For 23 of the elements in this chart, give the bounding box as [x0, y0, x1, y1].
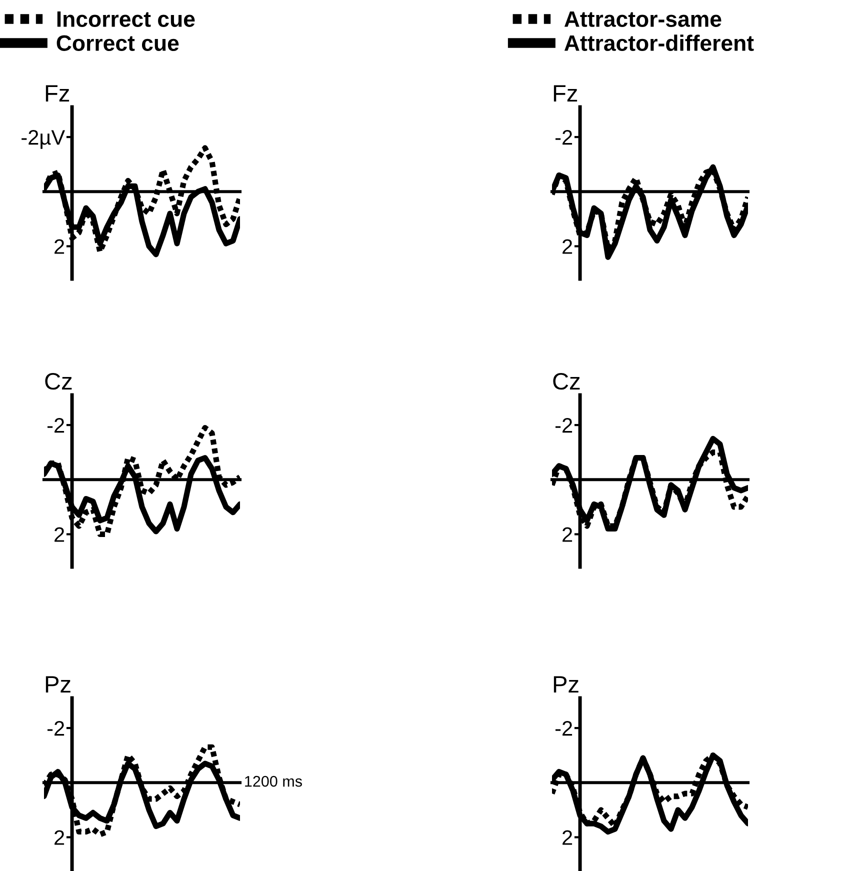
y-tick-label: -2 — [555, 130, 572, 145]
y-tick-label: 2 — [562, 830, 572, 845]
legend-label: Correct cue — [56, 35, 179, 52]
y-tick-label: -2 — [555, 721, 572, 736]
y-tick-label: -2 — [555, 418, 572, 433]
y-tick-label: 2 — [54, 239, 64, 254]
y-tick-label: 2 — [54, 830, 64, 845]
text: 1200 ms — [245, 776, 302, 787]
chart-title: Fz — [46, 85, 70, 102]
chart-title: Pz — [554, 676, 578, 692]
y-tick-label: -2µV — [22, 130, 65, 149]
y-tick-label: -2 — [47, 721, 64, 736]
chart-title: Cz — [553, 372, 580, 390]
legend-label: Incorrect cue — [57, 11, 195, 27]
chart-title: Pz — [46, 676, 70, 692]
y-tick-label: 2 — [54, 527, 64, 542]
legend-label: Attractor-same — [564, 11, 722, 27]
y-tick-label: 2 — [562, 527, 572, 542]
legend-label: Attractor-different — [564, 34, 754, 52]
chart-title: Cz — [45, 372, 72, 390]
chart-title: Fz — [554, 85, 578, 102]
y-tick-label: -2 — [47, 418, 64, 433]
y-tick-label: 2 — [562, 239, 572, 254]
